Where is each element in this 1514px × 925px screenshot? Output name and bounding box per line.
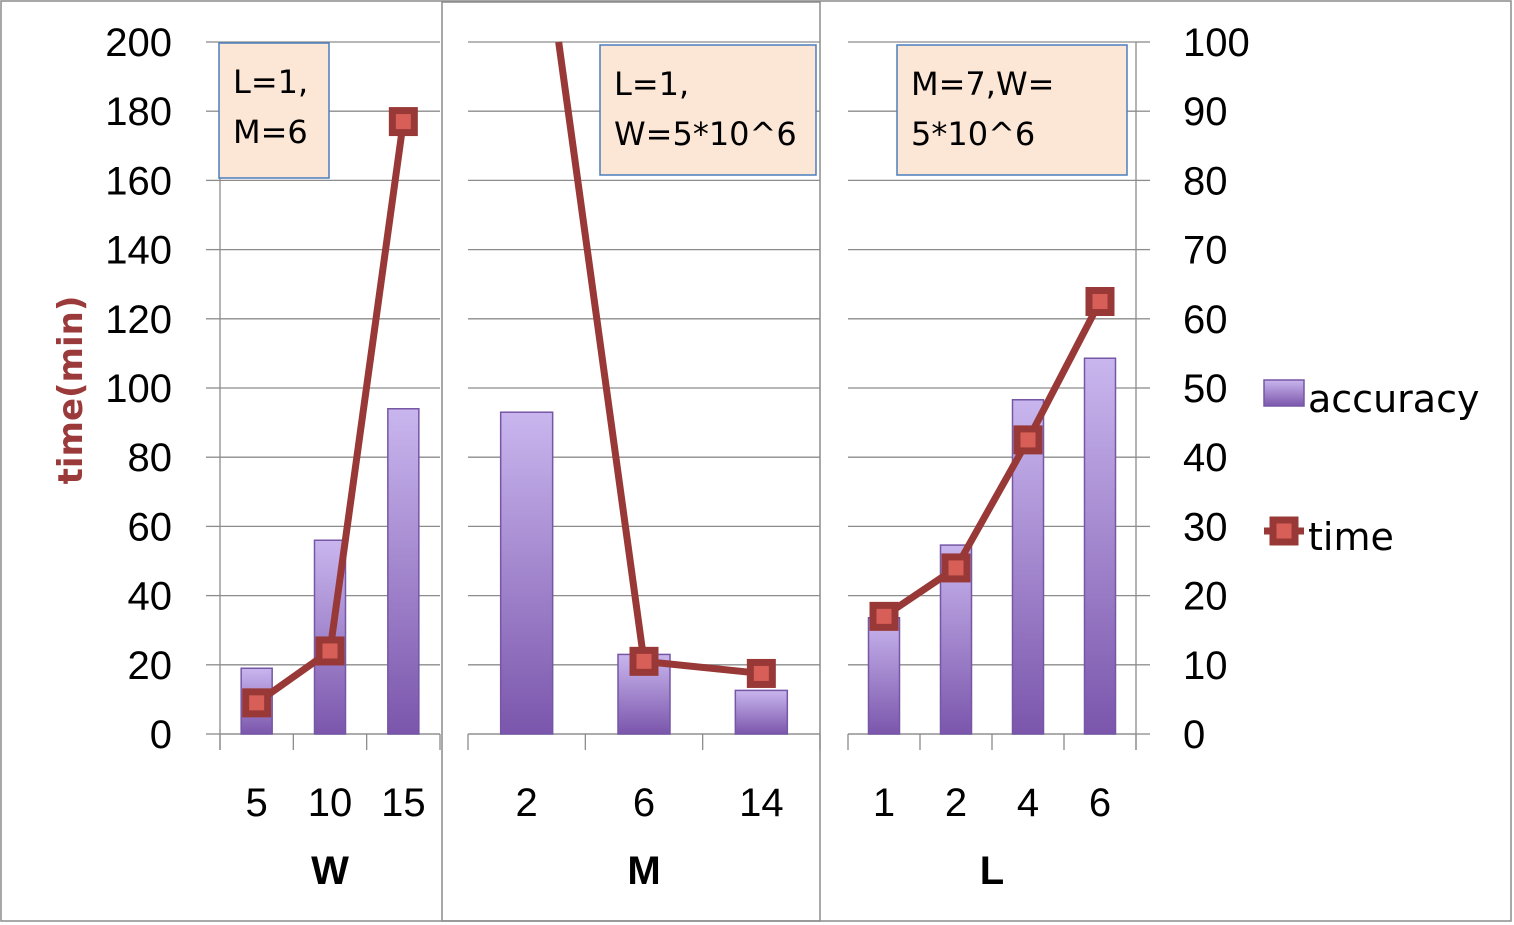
left-axis-tick-label: 100: [105, 367, 172, 411]
annotation-text-l: M=7,W=: [911, 65, 1054, 103]
left-axis-tick-label: 160: [105, 159, 172, 203]
annotations: L=1, M=6 L=1, W=5*10^6 M=7,W= 5*10^6: [218, 42, 1128, 179]
bars: [240, 357, 1117, 735]
right-axis-tick-label: 40: [1183, 436, 1228, 480]
right-axis-tick-label: 90: [1183, 90, 1228, 134]
left-axis-tick-label: 60: [128, 505, 173, 549]
accuracy-bar-w-15: [387, 408, 420, 735]
left-axis-tick-label: 0: [150, 713, 172, 757]
time-marker-w-10: [315, 636, 345, 666]
left-axis-tick-label: 180: [105, 90, 172, 134]
time-lines: [242, 41, 1115, 718]
x-tick-label-l: 1: [873, 781, 895, 825]
x-tick-label-l: 2: [945, 781, 967, 825]
right-axis-tick-label: 100: [1183, 21, 1250, 65]
legend-time-marker: [1269, 516, 1299, 546]
x-tick-label-m: 14: [739, 781, 784, 825]
legend: accuracy time: [1263, 377, 1479, 559]
right-axis-tick-label: 50: [1183, 367, 1228, 411]
time-marker-l-1: [869, 601, 899, 631]
annotation-text-w: L=1,: [233, 63, 308, 101]
annotation-box-l: [896, 44, 1128, 176]
time-marker-l-4: [1013, 425, 1043, 455]
right-axis-tick-label: 70: [1183, 229, 1228, 273]
time-marker-w-5: [242, 688, 272, 718]
right-axis-tick-label: 80: [1183, 159, 1228, 203]
annotation-text-m: L=1,: [614, 65, 689, 103]
time-marker-l-2: [941, 553, 971, 583]
right-axis-tick-label: 0: [1183, 713, 1205, 757]
left-axis-tick-label: 120: [105, 298, 172, 342]
right-axis-tick-label: 20: [1183, 575, 1228, 619]
annotation-box-w: [218, 42, 330, 179]
left-axis-title: time(min): [51, 296, 91, 485]
x-axis-title-l: L: [980, 849, 1004, 893]
right-axis-tick-label: 30: [1183, 505, 1228, 549]
left-axis-tick-label: 40: [128, 575, 173, 619]
x-tick-label-w: 10: [308, 781, 353, 825]
annotation-text-l: 5*10^6: [911, 115, 1035, 153]
accuracy-bar-m-2: [499, 411, 554, 735]
x-axis-title-m: M: [627, 849, 660, 893]
time-line-l: [882, 299, 1104, 620]
x-axis-title-w: W: [311, 849, 349, 893]
time-marker-m-14: [746, 658, 776, 688]
accuracy-bar-m-14: [734, 689, 789, 735]
left-axis-tick-label: 20: [128, 644, 173, 688]
right-axis-tick-label: 10: [1183, 644, 1228, 688]
left-axis-tick-label: 140: [105, 229, 172, 273]
x-tick-label-w: 15: [381, 781, 426, 825]
time-marker-m-6: [629, 646, 659, 676]
time-marker-w-15: [388, 107, 418, 137]
tick-labels: 0204060801001201401601802000102030405060…: [105, 21, 1250, 893]
accuracy-bar-l-1: [867, 616, 901, 735]
panel-m-frame: [441, 1, 821, 922]
annotation-box-m: [599, 44, 817, 176]
time-marker-l-6: [1085, 287, 1115, 316]
accuracy-bar-l-6: [1083, 357, 1117, 735]
annotation-text-w: M=6: [233, 113, 308, 151]
x-tick-label-l: 4: [1017, 781, 1039, 825]
left-axis-tick-label: 200: [105, 21, 172, 65]
accuracy-bar-m-6: [617, 653, 671, 735]
legend-accuracy-label: accuracy: [1308, 377, 1479, 421]
left-axis-tick-label: 80: [128, 436, 173, 480]
right-axis-tick-label: 60: [1183, 298, 1228, 342]
x-tick-label-l: 6: [1089, 781, 1111, 825]
legend-accuracy-swatch: [1263, 379, 1305, 407]
x-tick-label-m: 6: [633, 781, 655, 825]
x-tick-label-w: 5: [246, 781, 268, 825]
legend-time-label: time: [1308, 515, 1394, 559]
annotation-text-m: W=5*10^6: [614, 115, 797, 153]
x-tick-label-m: 2: [516, 781, 538, 825]
